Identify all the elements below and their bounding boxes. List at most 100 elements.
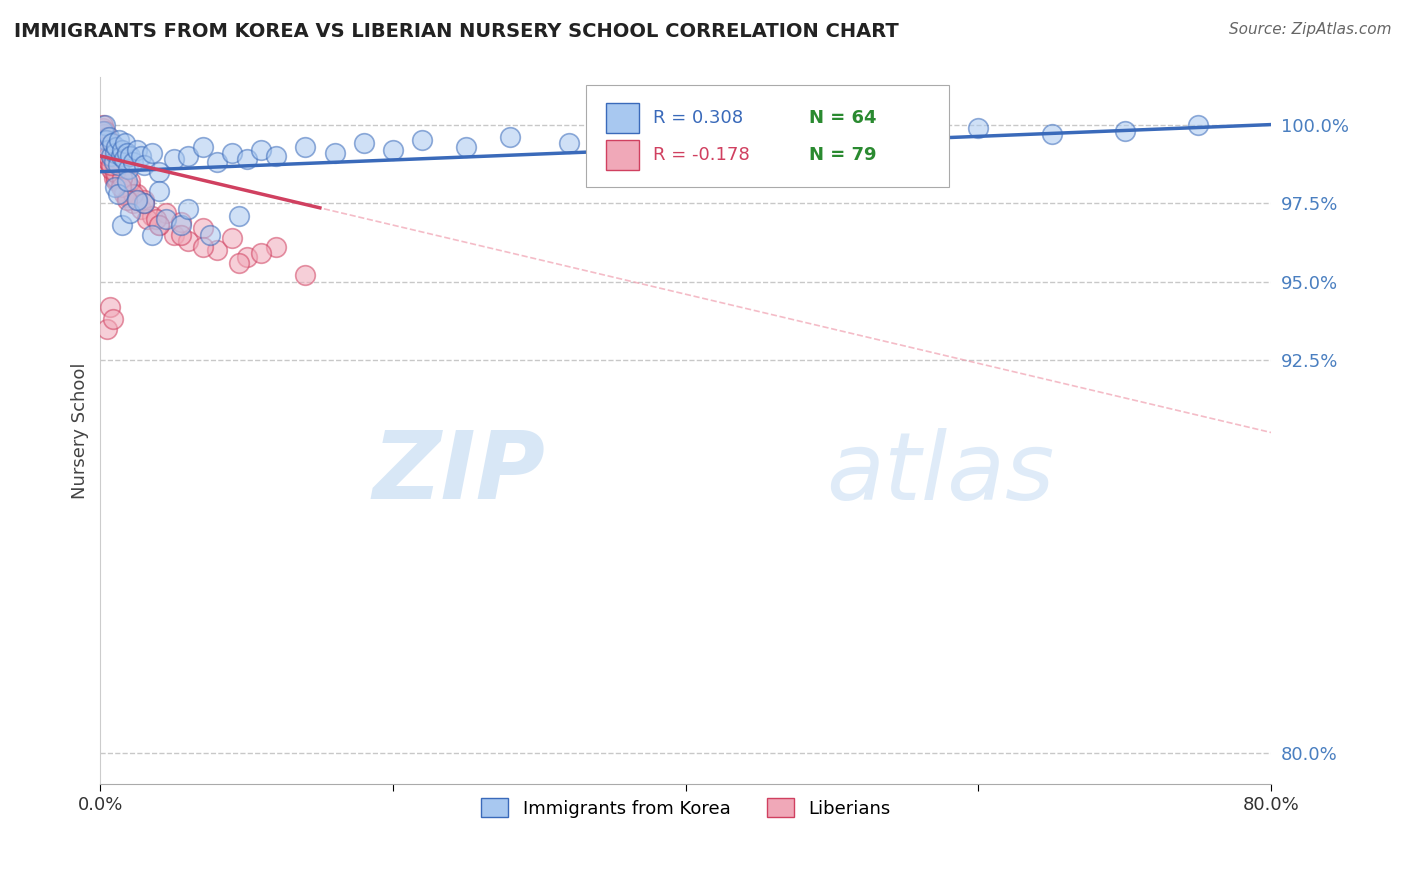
Point xyxy=(1040,127,1063,141)
Point xyxy=(114,174,136,188)
Bar xyxy=(606,140,638,170)
Point xyxy=(162,227,184,242)
Point xyxy=(894,133,917,147)
Point xyxy=(96,143,118,157)
Text: N = 64: N = 64 xyxy=(808,109,876,127)
Point xyxy=(108,158,131,172)
Point xyxy=(94,139,117,153)
Point xyxy=(125,143,148,157)
Point xyxy=(111,218,134,232)
FancyBboxPatch shape xyxy=(586,85,949,187)
Point xyxy=(134,193,156,207)
Point xyxy=(118,205,141,219)
Point xyxy=(177,234,200,248)
Point xyxy=(118,174,141,188)
Point xyxy=(141,227,163,242)
Point xyxy=(98,130,121,145)
Point xyxy=(103,171,125,186)
Point xyxy=(97,143,120,157)
Point xyxy=(748,130,770,145)
Point xyxy=(96,133,118,147)
Point xyxy=(382,143,405,157)
Point xyxy=(125,186,148,201)
Point xyxy=(101,145,124,160)
Point xyxy=(97,136,120,151)
Point xyxy=(170,218,193,232)
Point xyxy=(104,180,127,194)
Point xyxy=(456,139,478,153)
Text: R = 0.308: R = 0.308 xyxy=(652,109,742,127)
Point xyxy=(155,211,177,226)
Point xyxy=(115,190,138,204)
Point xyxy=(111,171,134,186)
Point xyxy=(93,133,115,147)
Point xyxy=(191,240,214,254)
Point xyxy=(131,149,153,163)
Point xyxy=(104,145,127,160)
Point xyxy=(148,218,170,232)
Point xyxy=(191,139,214,153)
Point xyxy=(616,127,638,141)
Point xyxy=(107,152,129,166)
Point xyxy=(104,164,127,178)
Point xyxy=(294,139,316,153)
Point xyxy=(1187,118,1209,132)
Point xyxy=(91,120,114,135)
Point xyxy=(148,164,170,178)
Point xyxy=(121,155,143,169)
Point xyxy=(228,209,250,223)
Point xyxy=(170,215,193,229)
Point xyxy=(141,209,163,223)
Point xyxy=(131,202,153,217)
Point xyxy=(105,164,128,178)
Point xyxy=(105,171,128,186)
Point xyxy=(125,193,148,207)
Point xyxy=(98,300,121,314)
Point xyxy=(675,133,697,147)
Point xyxy=(411,133,433,147)
Point xyxy=(221,145,243,160)
Point xyxy=(294,268,316,283)
Point xyxy=(97,149,120,163)
Point xyxy=(118,149,141,163)
Point xyxy=(94,124,117,138)
Point xyxy=(353,136,375,151)
Point xyxy=(228,256,250,270)
Point xyxy=(967,120,990,135)
Point xyxy=(250,143,273,157)
Point xyxy=(96,322,118,336)
Point xyxy=(125,193,148,207)
Point xyxy=(177,202,200,217)
Point xyxy=(207,155,229,169)
Point xyxy=(136,211,159,226)
Point xyxy=(112,152,135,166)
Point xyxy=(112,184,135,198)
Point xyxy=(107,158,129,172)
Point xyxy=(110,180,132,194)
Point xyxy=(91,133,114,147)
Point xyxy=(93,127,115,141)
Point xyxy=(93,143,115,157)
Point xyxy=(107,168,129,182)
Point xyxy=(250,246,273,260)
Point xyxy=(155,205,177,219)
Point xyxy=(97,149,120,163)
Point xyxy=(103,152,125,166)
Point xyxy=(1114,124,1136,138)
Text: IMMIGRANTS FROM KOREA VS LIBERIAN NURSERY SCHOOL CORRELATION CHART: IMMIGRANTS FROM KOREA VS LIBERIAN NURSER… xyxy=(14,22,898,41)
Point xyxy=(101,312,124,326)
Text: R = -0.178: R = -0.178 xyxy=(652,146,749,164)
Text: N = 79: N = 79 xyxy=(808,146,876,164)
Text: Source: ZipAtlas.com: Source: ZipAtlas.com xyxy=(1229,22,1392,37)
Point xyxy=(97,149,120,163)
Point xyxy=(148,184,170,198)
Point xyxy=(134,158,156,172)
Point xyxy=(264,240,287,254)
Point xyxy=(207,244,229,258)
Point xyxy=(100,158,122,172)
Point xyxy=(148,218,170,232)
Point xyxy=(557,136,579,151)
Point xyxy=(104,158,127,172)
Point xyxy=(821,124,844,138)
Point xyxy=(110,149,132,163)
